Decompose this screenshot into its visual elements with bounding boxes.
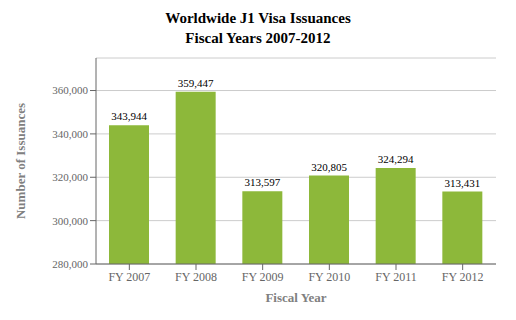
svg-text:FY 2011: FY 2011 <box>375 270 416 284</box>
svg-text:359,447: 359,447 <box>178 77 214 89</box>
svg-text:FY 2009: FY 2009 <box>242 270 284 284</box>
svg-text:340,000: 340,000 <box>52 128 88 140</box>
svg-text:280,000: 280,000 <box>52 258 88 270</box>
svg-text:320,000: 320,000 <box>52 171 88 183</box>
svg-text:343,944: 343,944 <box>111 110 147 122</box>
svg-text:FY 2007: FY 2007 <box>108 270 150 284</box>
svg-text:FY 2012: FY 2012 <box>442 270 484 284</box>
svg-text:FY 2008: FY 2008 <box>175 270 217 284</box>
svg-text:324,294: 324,294 <box>378 153 414 165</box>
html-text:Worldwide J1 Visa Issuances: Worldwide J1 Visa Issuances <box>165 10 351 26</box>
svg-text:313,431: 313,431 <box>444 177 480 189</box>
svg-text:300,000: 300,000 <box>52 215 88 227</box>
svg-text:Number of Issuances: Number of Issuances <box>13 103 28 219</box>
html-text:Fiscal Years 2007-2012: Fiscal Years 2007-2012 <box>185 30 331 46</box>
svg-text:Fiscal Year: Fiscal Year <box>265 290 326 305</box>
svg-text:320,805: 320,805 <box>311 161 347 173</box>
svg-text:FY 2010: FY 2010 <box>308 270 350 284</box>
svg-text:360,000: 360,000 <box>52 84 88 96</box>
svg-text:313,597: 313,597 <box>244 176 280 188</box>
